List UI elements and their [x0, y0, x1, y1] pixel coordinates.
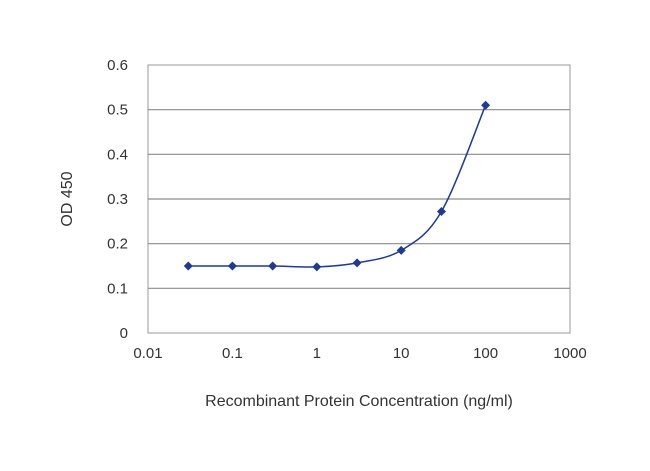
- y-tick-label: 0.4: [107, 146, 128, 163]
- x-tick-label: 0.01: [133, 345, 162, 362]
- x-tick-label: 1: [313, 345, 321, 362]
- x-tick-labels: 0.01 0.1 1 10 100 1000: [133, 345, 586, 362]
- y-tick-label: 0.5: [107, 102, 128, 119]
- y-tick-labels: 0 0.1 0.2 0.3 0.4 0.5 0.6: [107, 57, 128, 342]
- y-tick-label: 0: [120, 325, 128, 342]
- y-tick-label: 0.3: [107, 191, 128, 208]
- data-point: [352, 258, 362, 268]
- data-point: [481, 100, 491, 110]
- x-tick-label: 1000: [553, 345, 586, 362]
- y-axis-title: OD 450: [59, 171, 76, 226]
- data-point: [436, 207, 446, 217]
- series-layer: [183, 100, 491, 272]
- data-point: [268, 261, 278, 271]
- x-tick-label: 100: [473, 345, 498, 362]
- y-tick-label: 0.2: [107, 236, 128, 253]
- data-point: [227, 261, 237, 271]
- x-tick-label: 0.1: [222, 345, 243, 362]
- x-axis-title: Recombinant Protein Concentration (ng/ml…: [205, 393, 513, 410]
- grid-lines: [148, 109, 570, 289]
- y-tick-label: 0.1: [107, 280, 128, 297]
- data-point: [183, 261, 193, 271]
- y-tick-label: 0.6: [107, 57, 128, 74]
- data-point: [312, 262, 322, 272]
- x-tick-label: 10: [393, 345, 410, 362]
- data-point: [396, 245, 406, 255]
